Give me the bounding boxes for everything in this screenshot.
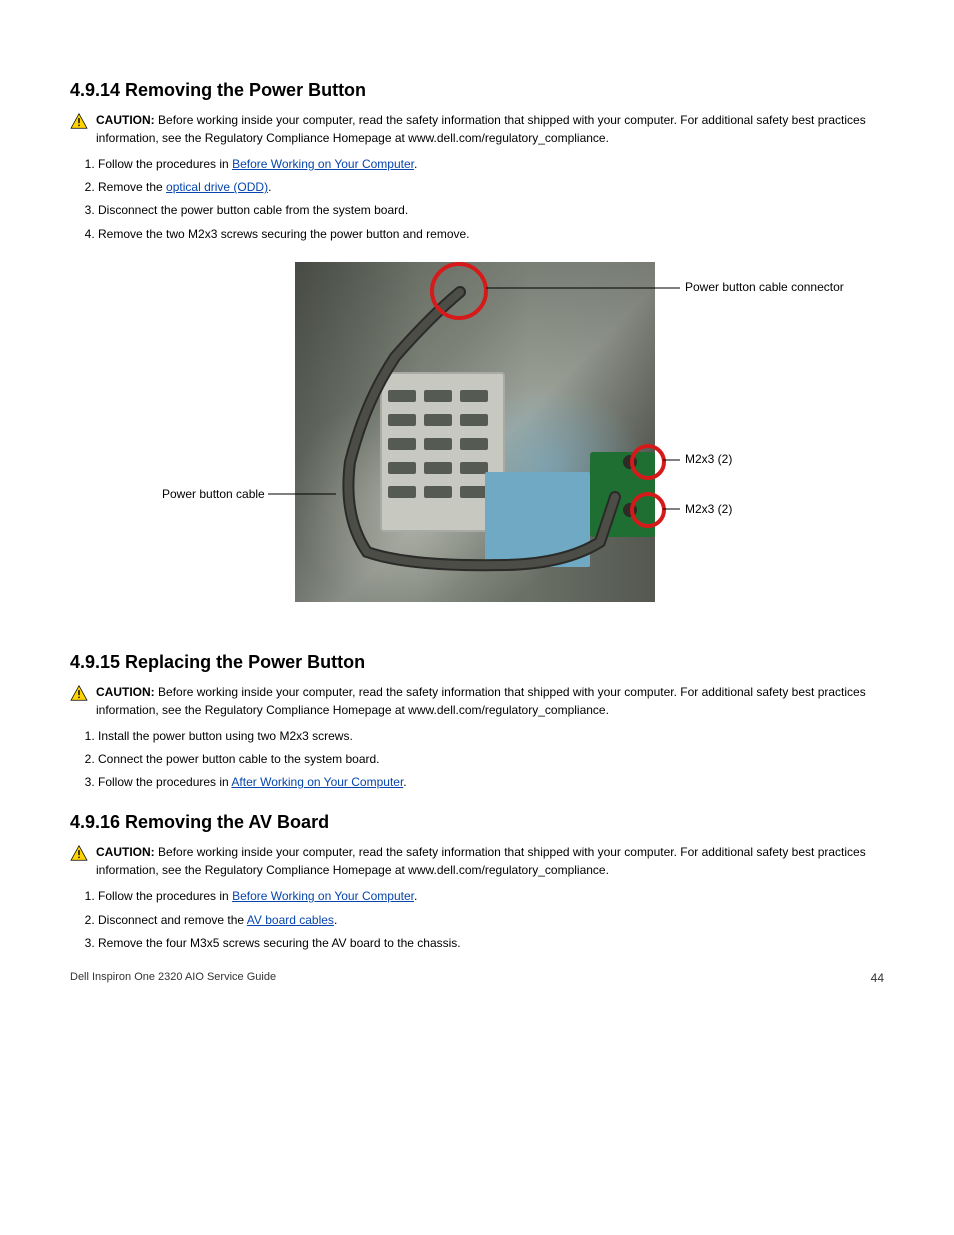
step-link[interactable]: Before Working on Your Computer <box>232 889 414 903</box>
step-link[interactable]: optical drive (ODD) <box>166 180 268 194</box>
step: Install the power button using two M2x3 … <box>98 727 884 746</box>
callout-label-screw-1: M2x3 (2) <box>685 452 732 466</box>
step-tail: . <box>334 913 337 927</box>
step: Remove the two M2x3 screws securing the … <box>98 225 884 244</box>
step-text: Remove the four M3x5 screws securing the… <box>98 936 461 950</box>
callout-label-cable: Power button cable <box>162 487 265 501</box>
steps-replace-power-button: Install the power button using two M2x3 … <box>70 727 884 793</box>
step-text: Follow the procedures in <box>98 775 231 789</box>
caution-body: Before working inside your computer, rea… <box>96 113 866 145</box>
step-text: Disconnect and remove the <box>98 913 247 927</box>
step-text: Install the power button using two M2x3 … <box>98 729 353 743</box>
section-title-remove-av-board: 4.9.16 Removing the AV Board <box>70 812 884 833</box>
step: Disconnect the power button cable from t… <box>98 201 884 220</box>
callout-label-screw-2: M2x3 (2) <box>685 502 732 516</box>
step: Remove the optical drive (ODD). <box>98 178 884 197</box>
caution-row: CAUTION: Before working inside your comp… <box>70 683 884 719</box>
section-title-replace-power-button: 4.9.15 Replacing the Power Button <box>70 652 884 673</box>
step-tail: . <box>414 889 417 903</box>
caution-body: Before working inside your computer, rea… <box>96 685 866 717</box>
section-title-remove-power-button: 4.9.14 Removing the Power Button <box>70 80 884 101</box>
caution-body: Before working inside your computer, rea… <box>96 845 866 877</box>
warning-icon <box>70 113 88 129</box>
power-button-board <box>590 452 655 537</box>
blue-pad <box>485 472 590 567</box>
step-link[interactable]: After Working on Your Computer <box>231 775 403 789</box>
photo <box>295 262 655 602</box>
steps-remove-av-board: Follow the procedures in Before Working … <box>70 887 884 953</box>
step: Disconnect and remove the AV board cable… <box>98 911 884 930</box>
caution-text: CAUTION: Before working inside your comp… <box>96 843 884 879</box>
step-text: Follow the procedures in <box>98 889 232 903</box>
step-text: Follow the procedures in <box>98 157 232 171</box>
step-link[interactable]: AV board cables <box>247 913 334 927</box>
step-tail: . <box>268 180 271 194</box>
page-footer: Dell Inspiron One 2320 AIO Service Guide… <box>70 971 884 985</box>
warning-icon <box>70 845 88 861</box>
doc-title: Dell Inspiron One 2320 AIO Service Guide <box>70 971 276 983</box>
step: Connect the power button cable to the sy… <box>98 750 884 769</box>
steps-remove-power-button: Follow the procedures in Before Working … <box>70 155 884 244</box>
caution-row: CAUTION: Before working inside your comp… <box>70 111 884 147</box>
step-link[interactable]: Before Working on Your Computer <box>232 157 414 171</box>
page-number: 44 <box>871 971 884 985</box>
step: Follow the procedures in Before Working … <box>98 155 884 174</box>
step-text: Remove the two M2x3 screws securing the … <box>98 227 470 241</box>
step-tail: . <box>414 157 417 171</box>
step: Remove the four M3x5 screws securing the… <box>98 934 884 953</box>
caution-text: CAUTION: Before working inside your comp… <box>96 111 884 147</box>
callout-label-connector: Power button cable connector <box>685 280 844 294</box>
step: Follow the procedures in Before Working … <box>98 887 884 906</box>
step-tail: . <box>403 775 406 789</box>
step-text: Connect the power button cable to the sy… <box>98 752 380 766</box>
page: 4.9.14 Removing the Power Button CAUTION… <box>0 0 954 1025</box>
figure-power-button: Power button cable connector M2x3 (2) M2… <box>70 262 884 632</box>
caution-row: CAUTION: Before working inside your comp… <box>70 843 884 879</box>
step: Follow the procedures in After Working o… <box>98 773 884 792</box>
warning-icon <box>70 685 88 701</box>
step-text: Remove the <box>98 180 166 194</box>
step-text: Disconnect the power button cable from t… <box>98 203 408 217</box>
caution-text: CAUTION: Before working inside your comp… <box>96 683 884 719</box>
